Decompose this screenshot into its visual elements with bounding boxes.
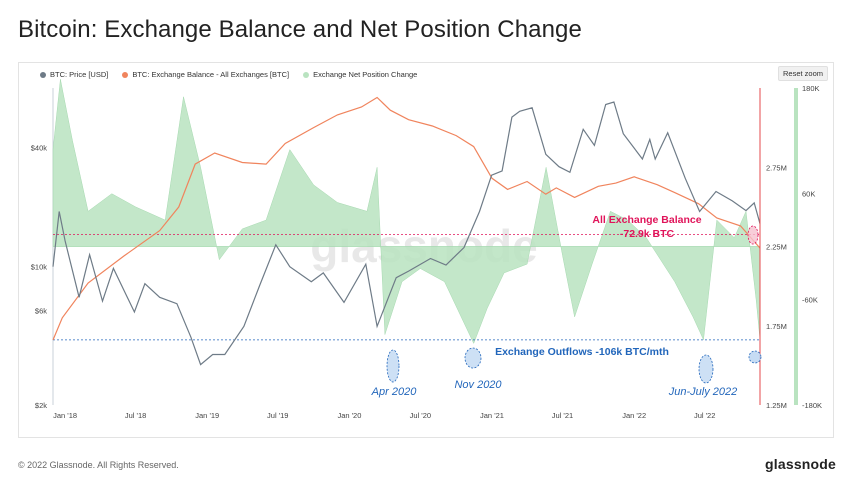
series-netpos-area: [52, 79, 761, 345]
annotation-junjul2022-marker: [698, 354, 714, 384]
annotation-outflow-title: Exchange Outflows -106k BTC/mth: [495, 346, 669, 358]
y-left-tick-label: $10k: [31, 263, 48, 272]
y-left-tick-label: $40k: [31, 144, 48, 153]
x-tick-label: Jan '22: [622, 411, 646, 420]
y-right2-tick-label: 180K: [802, 84, 820, 93]
y-right1-tick-label: 2.75M: [766, 163, 787, 172]
x-tick-label: Jul '20: [410, 411, 431, 420]
legend-item-price[interactable]: BTC: Price [USD]: [40, 70, 108, 79]
legend-dot-price: [40, 71, 46, 78]
x-tick-label: Jul '21: [552, 411, 573, 420]
x-tick-label: Jul '22: [694, 411, 715, 420]
annotation-nov2020-marker: [464, 347, 482, 369]
x-tick-label: Jan '19: [195, 411, 219, 420]
right-scale-bar: [794, 88, 798, 405]
y-left-tick-label: $6k: [35, 307, 47, 316]
y-right1-tick-label: 1.25M: [766, 401, 787, 410]
legend-label-price: BTC: Price [USD]: [50, 70, 109, 79]
legend-dot-netpos: [303, 71, 310, 78]
y-left-tick-label: $2k: [35, 401, 47, 410]
copyright-footer: © 2022 Glassnode. All Rights Reserved.: [18, 460, 179, 470]
annotation-nov2020-label: Nov 2020: [454, 379, 502, 391]
annotation-balance-value: -72.9k BTC: [620, 228, 675, 240]
annotation-outflow-marker: [748, 350, 762, 364]
y-right1-tick-label: 2.25M: [766, 243, 787, 252]
page-title: Bitcoin: Exchange Balance and Net Positi…: [18, 16, 582, 43]
chart-legend: BTC: Price [USD] BTC: Exchange Balance -…: [40, 70, 417, 79]
x-tick-label: Jul '19: [267, 411, 288, 420]
legend-dot-balance: [122, 71, 129, 78]
x-tick-label: Jul '18: [125, 411, 146, 420]
reset-zoom-button[interactable]: Reset zoom: [778, 66, 829, 81]
legend-item-netpos[interactable]: Exchange Net Position Change: [303, 70, 417, 79]
glassnode-logo: glassnode: [765, 456, 837, 472]
annotation-balance-marker: [747, 225, 759, 245]
x-tick-label: Jan '18: [53, 411, 77, 420]
x-tick-label: Jan '21: [480, 411, 504, 420]
annotation-apr2020-label: Apr 2020: [371, 386, 418, 398]
annotation-balance-title: All Exchange Balance: [592, 214, 701, 226]
y-right2-tick-label: -180K: [802, 401, 822, 410]
y-right1-tick-label: 1.75M: [766, 322, 787, 331]
legend-item-balance[interactable]: BTC: Exchange Balance - All Exchanges [B…: [122, 70, 289, 79]
y-right2-tick-label: 60K: [802, 190, 815, 199]
annotation-junjul2022-label: Jun-July 2022: [668, 386, 738, 398]
annotation-apr2020-marker: [386, 349, 400, 383]
series-price-line: [52, 101, 761, 366]
series-balance-line: [52, 96, 761, 341]
y-right2-tick-label: -60K: [802, 295, 818, 304]
legend-label-balance: BTC: Exchange Balance - All Exchanges [B…: [132, 70, 290, 79]
legend-label-netpos: Exchange Net Position Change: [313, 70, 418, 79]
x-tick-label: Jan '20: [337, 411, 361, 420]
